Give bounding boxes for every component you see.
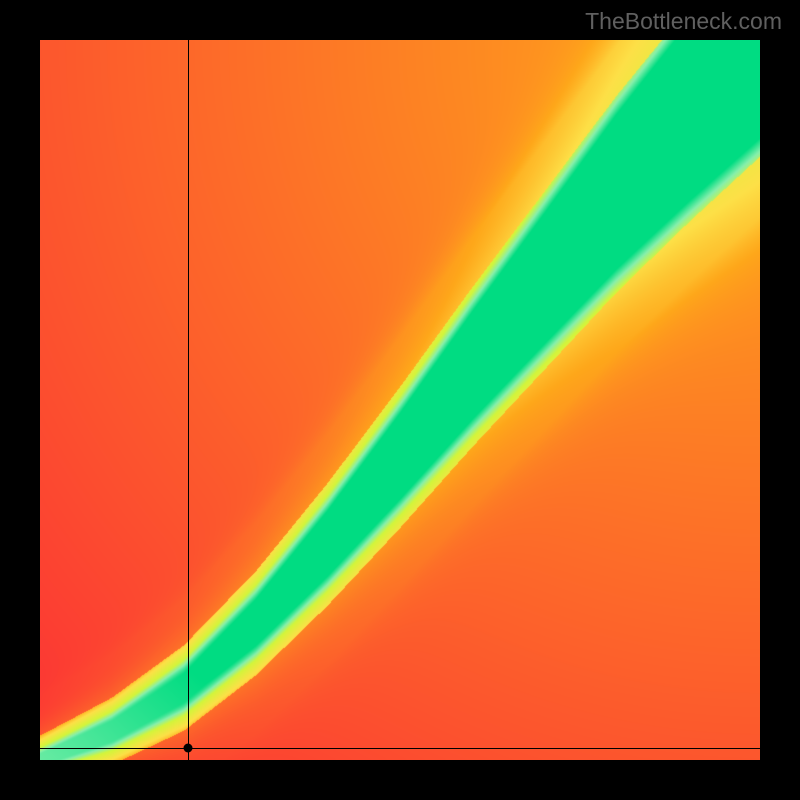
crosshair-marker-dot xyxy=(183,743,192,752)
bottleneck-heatmap xyxy=(40,40,760,760)
crosshair-vertical-line xyxy=(188,40,189,760)
heatmap-canvas xyxy=(40,40,760,760)
attribution-text: TheBottleneck.com xyxy=(585,8,782,35)
crosshair-horizontal-line xyxy=(40,748,760,749)
